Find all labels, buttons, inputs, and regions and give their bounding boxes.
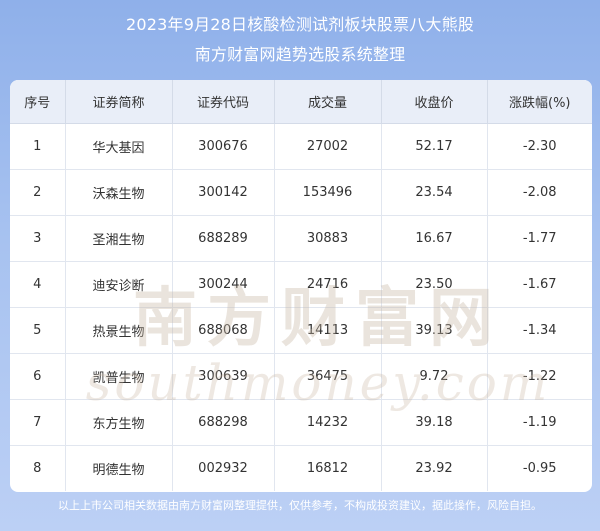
table-row: 2 沃森生物 300142 153496 23.54 -2.08 bbox=[10, 169, 592, 216]
report-header: 2023年9月28日核酸检测试剂板块股票八大熊股 南方财富网趋势选股系统整理 bbox=[0, 0, 600, 80]
table-row: 7 东方生物 688298 14232 39.18 -1.19 bbox=[10, 399, 592, 446]
cell-code: 300639 bbox=[172, 353, 275, 400]
cell-close: 23.92 bbox=[381, 445, 488, 491]
column-header-volume: 成交量 bbox=[274, 80, 382, 124]
cell-close: 9.72 bbox=[381, 353, 488, 400]
cell-index: 2 bbox=[10, 169, 66, 216]
cell-close: 52.17 bbox=[381, 123, 488, 170]
cell-code: 300676 bbox=[172, 123, 275, 170]
table-header-row: 序号 证券简称 证券代码 成交量 收盘价 涨跌幅(%) bbox=[10, 80, 592, 124]
cell-close: 39.18 bbox=[381, 399, 488, 446]
cell-index: 3 bbox=[10, 215, 66, 262]
cell-volume: 14113 bbox=[274, 307, 382, 354]
table-row: 5 热景生物 688068 14113 39.13 -1.34 bbox=[10, 307, 592, 354]
stock-table: 序号 证券简称 证券代码 成交量 收盘价 涨跌幅(%) 1 华大基因 30067… bbox=[10, 80, 592, 491]
report-subtitle: 南方财富网趋势选股系统整理 bbox=[194, 45, 406, 64]
table-row: 1 华大基因 300676 27002 52.17 -2.30 bbox=[10, 123, 592, 170]
column-header-index: 序号 bbox=[10, 80, 66, 124]
table-row: 8 明德生物 002932 16812 23.92 -0.95 bbox=[10, 445, 592, 491]
cell-code: 688298 bbox=[172, 399, 275, 446]
cell-name: 东方生物 bbox=[65, 399, 173, 446]
cell-close: 23.54 bbox=[381, 169, 488, 216]
cell-index: 4 bbox=[10, 261, 66, 308]
cell-change: -1.67 bbox=[487, 261, 592, 308]
cell-code: 688068 bbox=[172, 307, 275, 354]
cell-close: 16.67 bbox=[381, 215, 488, 262]
cell-volume: 14232 bbox=[274, 399, 382, 446]
cell-name: 华大基因 bbox=[65, 123, 173, 170]
cell-index: 8 bbox=[10, 445, 66, 491]
cell-code: 002932 bbox=[172, 445, 275, 491]
column-header-close: 收盘价 bbox=[381, 80, 488, 124]
cell-name: 凯普生物 bbox=[65, 353, 173, 400]
table-row: 6 凯普生物 300639 36475 9.72 -1.22 bbox=[10, 353, 592, 400]
cell-name: 迪安诊断 bbox=[65, 261, 173, 308]
data-table-card: 序号 证券简称 证券代码 成交量 收盘价 涨跌幅(%) 1 华大基因 30067… bbox=[10, 80, 592, 492]
cell-close: 23.50 bbox=[381, 261, 488, 308]
disclaimer-footer: 以上上市公司相关数据由南方财富网整理提供，仅供参考，不构成投资建议，据此操作，风… bbox=[58, 499, 542, 512]
cell-index: 1 bbox=[10, 123, 66, 170]
cell-change: -1.77 bbox=[487, 215, 592, 262]
cell-index: 7 bbox=[10, 399, 66, 446]
cell-change: -1.22 bbox=[487, 353, 592, 400]
cell-volume: 30883 bbox=[274, 215, 382, 262]
cell-name: 沃森生物 bbox=[65, 169, 173, 216]
cell-index: 6 bbox=[10, 353, 66, 400]
column-header-code: 证券代码 bbox=[172, 80, 275, 124]
cell-code: 688289 bbox=[172, 215, 275, 262]
cell-code: 300244 bbox=[172, 261, 275, 308]
cell-index: 5 bbox=[10, 307, 66, 354]
cell-volume: 27002 bbox=[274, 123, 382, 170]
cell-close: 39.13 bbox=[381, 307, 488, 354]
cell-volume: 24716 bbox=[274, 261, 382, 308]
column-header-change: 涨跌幅(%) bbox=[487, 80, 592, 124]
cell-code: 300142 bbox=[172, 169, 275, 216]
cell-change: -2.30 bbox=[487, 123, 592, 170]
cell-change: -2.08 bbox=[487, 169, 592, 216]
cell-volume: 16812 bbox=[274, 445, 382, 491]
table-row: 3 圣湘生物 688289 30883 16.67 -1.77 bbox=[10, 215, 592, 262]
column-header-name: 证券简称 bbox=[65, 80, 173, 124]
cell-volume: 153496 bbox=[274, 169, 382, 216]
cell-volume: 36475 bbox=[274, 353, 382, 400]
table-row: 4 迪安诊断 300244 24716 23.50 -1.67 bbox=[10, 261, 592, 308]
cell-change: -1.34 bbox=[487, 307, 592, 354]
cell-name: 热景生物 bbox=[65, 307, 173, 354]
cell-name: 明德生物 bbox=[65, 445, 173, 491]
cell-name: 圣湘生物 bbox=[65, 215, 173, 262]
cell-change: -1.19 bbox=[487, 399, 592, 446]
cell-change: -0.95 bbox=[522, 460, 557, 476]
report-title: 2023年9月28日核酸检测试剂板块股票八大熊股 bbox=[125, 15, 475, 34]
